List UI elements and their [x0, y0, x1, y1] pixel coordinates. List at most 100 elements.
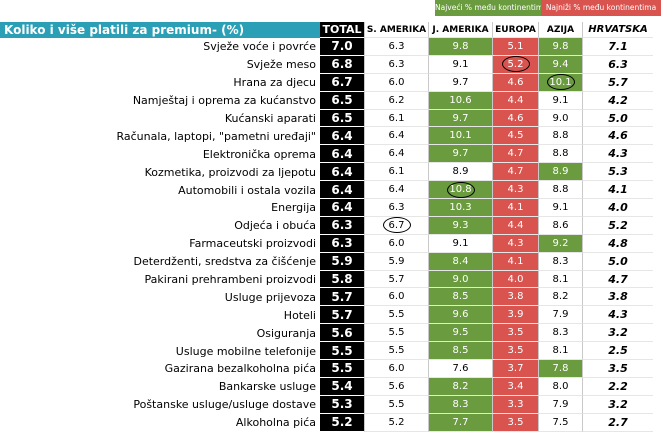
cell-value: 4.6 — [507, 76, 524, 88]
cell-azija: 7.5 — [538, 413, 582, 432]
table-row: Bankarske usluge 5.4 5.6 8.2 3.4 8.0 2.2 — [0, 377, 661, 396]
cell-total: 6.5 — [320, 109, 364, 128]
cell-value: 7.9 — [552, 398, 569, 410]
table-row: Automobili i ostala vozila 6.4 6.4 10.8 4.3 8… — [0, 181, 661, 200]
cell-value: 8.1 — [552, 273, 569, 285]
table-row: Kozmetika, proizvodi za ljepotu 6.4 6.1 8.9… — [0, 163, 661, 182]
cell-value: 5.2 — [388, 416, 405, 428]
cell-hrvatska: 3.2 — [582, 395, 653, 414]
cell-j-amerika: 9.7 — [428, 109, 492, 128]
cell-total: 5.7 — [320, 288, 364, 307]
table-row: Alkoholna pića 5.2 5.2 7.7 3.5 7.5 2.7 — [0, 413, 661, 432]
cell-value: 5.7 — [331, 289, 353, 304]
legend-min: Najniži % među kontinentima — [541, 0, 661, 16]
table-row: Osiguranja 5.6 5.5 9.5 3.5 8.3 3.2 — [0, 324, 661, 343]
cell-value: 9.8 — [452, 40, 469, 52]
cell-value: 6.4 — [388, 148, 405, 160]
row-label: Usluge mobilne telefonije — [175, 344, 316, 358]
row-label: Poštanske usluge/usluge dostave — [133, 398, 316, 412]
cell-hrvatska: 3.8 — [582, 288, 653, 307]
cell-value: 5.2 — [608, 218, 628, 232]
cell-value: 4.5 — [507, 130, 524, 142]
cell-value: 3.7 — [507, 362, 524, 374]
table-row: Energija 6.4 6.3 10.3 4.1 9.1 4.0 — [0, 199, 661, 217]
cell-value: 5.7 — [608, 75, 628, 89]
cell-value: 9.1 — [452, 237, 469, 249]
legend: Najveći % među kontinentima Najniži % me… — [430, 0, 661, 16]
row-label: Hrana za djecu — [233, 76, 316, 90]
cell-value: 6.3 — [331, 236, 353, 251]
cell-value: 8.2 — [552, 291, 569, 303]
cell-value: 9.2 — [552, 237, 569, 249]
cell-value: 8.8 — [552, 184, 569, 196]
cell-value: 9.7 — [452, 112, 469, 124]
table-row: Svježe voće i povrće 7.0 6.3 9.8 5.1 9.8 7.1 — [0, 38, 661, 56]
cell-total: 7.0 — [320, 38, 364, 56]
cell-total: 5.3 — [320, 395, 364, 414]
col-header-azija: AZIJA — [538, 22, 582, 38]
cell-s-amerika: 6.1 — [364, 109, 428, 128]
cell-europa: 4.1 — [492, 252, 538, 271]
cell-value: 8.9 — [552, 166, 569, 178]
cell-value: 7.5 — [552, 416, 569, 428]
cell-hrvatska: 4.3 — [582, 306, 653, 325]
cell-europa: 4.0 — [492, 270, 538, 289]
cell-s-amerika: 5.9 — [364, 252, 428, 271]
cell-value: 8.2 — [452, 380, 469, 392]
cell-value: 8.3 — [552, 255, 569, 267]
row-label: Bankarske usluge — [218, 380, 316, 394]
cell-azija: 8.8 — [538, 127, 582, 146]
cell-j-amerika: 9.1 — [428, 234, 492, 253]
cell-value: 6.3 — [388, 58, 405, 70]
cell-value: 6.1 — [388, 112, 405, 124]
cell-value: 9.6 — [452, 309, 469, 321]
cell-s-amerika: 6.3 — [364, 55, 428, 74]
cell-value: 3.4 — [507, 380, 524, 392]
cell-value: 3.5 — [507, 327, 524, 339]
cell-value: 10.6 — [449, 94, 472, 106]
cell-value: 5.5 — [331, 361, 353, 376]
table-row: Pakirani prehrambeni proizvodi 5.8 5.7 9.0 4… — [0, 270, 661, 289]
cell-s-amerika: 5.7 — [364, 270, 428, 289]
cell-europa: 4.4 — [492, 216, 538, 235]
cell-value: 6.4 — [331, 128, 353, 143]
row-label: Računala, laptopi, "pametni uređaji" — [116, 129, 316, 143]
cell-value: 8.4 — [452, 255, 469, 267]
table-row: Gazirana bezalkoholna pića 5.5 6.0 7.6 3.7 7.… — [0, 360, 661, 378]
cell-s-amerika: 5.5 — [364, 324, 428, 343]
cell-total: 6.5 — [320, 91, 364, 110]
cell-value: 6.4 — [331, 164, 353, 179]
cell-value: 8.5 — [452, 291, 469, 303]
row-label: Svježe voće i povrće — [203, 40, 316, 54]
cell-hrvatska: 4.0 — [582, 199, 653, 217]
highlight-circle — [446, 181, 475, 198]
cell-hrvatska: 4.1 — [582, 181, 653, 200]
table-header: Koliko i više platili za premium- (%) TO… — [0, 22, 661, 38]
cell-total: 6.4 — [320, 199, 364, 217]
cell-value: 6.4 — [388, 130, 405, 142]
highlight-circle — [501, 56, 530, 73]
cell-azija: 8.3 — [538, 324, 582, 343]
cell-value: 3.9 — [507, 309, 524, 321]
cell-value: 6.4 — [388, 184, 405, 196]
cell-value: 5.0 — [608, 111, 628, 125]
cell-total: 6.3 — [320, 234, 364, 253]
cell-s-amerika: 6.7 — [364, 216, 428, 235]
cell-value: 3.8 — [608, 290, 628, 304]
cell-j-amerika: 9.7 — [428, 73, 492, 92]
cell-value: 5.6 — [331, 325, 353, 340]
row-label: Namještaj i oprema za kućanstvo — [132, 94, 316, 108]
cell-azija: 8.8 — [538, 181, 582, 200]
cell-value: 2.2 — [608, 379, 628, 393]
cell-value: 6.4 — [331, 182, 353, 197]
cell-value: 4.7 — [507, 148, 524, 160]
row-label: Odjeća i obuća — [234, 219, 316, 233]
cell-j-amerika: 8.2 — [428, 377, 492, 396]
cell-value: 5.9 — [388, 255, 405, 267]
row-label: Farmaceutski proizvodi — [189, 237, 316, 251]
cell-value: 2.5 — [608, 344, 628, 358]
table-body: Svježe voće i povrće 7.0 6.3 9.8 5.1 9.8 7.1 Sv… — [0, 38, 661, 432]
cell-j-amerika: 10.1 — [428, 127, 492, 146]
cell-j-amerika: 9.8 — [428, 38, 492, 56]
cell-value: 9.0 — [452, 273, 469, 285]
